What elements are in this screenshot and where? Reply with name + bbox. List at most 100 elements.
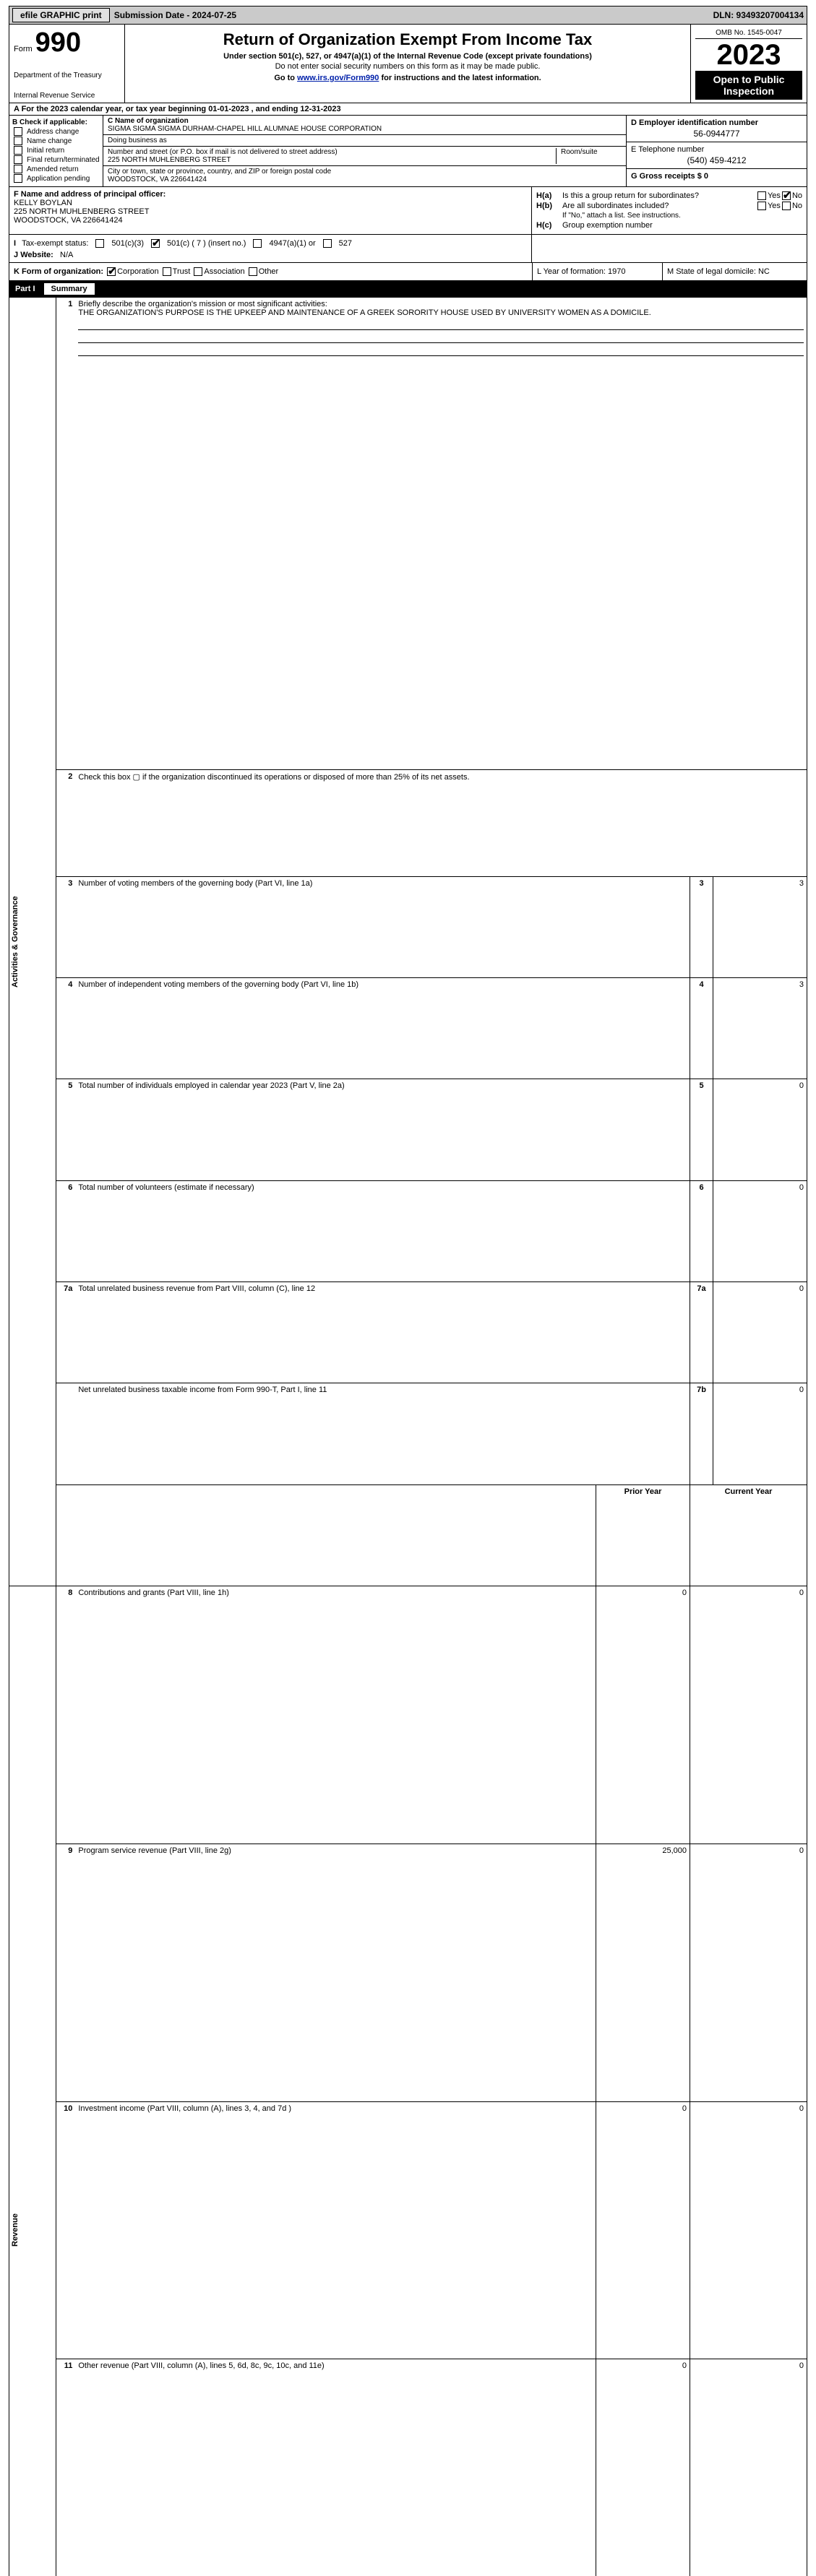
hc-label: H(c) — [536, 221, 562, 230]
year-cell: OMB No. 1545-0047 2023 Open to Public In… — [691, 25, 807, 103]
dba-label: Doing business as — [108, 137, 167, 144]
phone-label: E Telephone number — [631, 145, 802, 154]
l7b-box: 7b — [690, 1383, 713, 1484]
part1-title: Summary — [44, 283, 95, 295]
part1-header: Part I Summary — [9, 281, 807, 298]
efile-print-button[interactable]: efile GRAPHIC print — [12, 8, 110, 22]
opt-initial-return: Initial return — [27, 147, 64, 155]
treasury-dept: Department of the Treasury — [14, 72, 120, 79]
l-year-formation: L Year of formation: 1970 — [532, 263, 662, 280]
other-lbl: Other — [259, 267, 279, 276]
l11-cy: 0 — [690, 2359, 807, 2576]
l7a-desc: Total unrelated business revenue from Pa… — [78, 1284, 315, 1293]
checkbox-final-return[interactable] — [14, 155, 22, 164]
irs-label: Internal Revenue Service — [14, 92, 120, 100]
submission-date: Submission Date - 2024-07-25 — [114, 10, 236, 20]
l4-val: 3 — [713, 978, 807, 1079]
trust-checkbox[interactable] — [163, 267, 171, 276]
l10-cy: 0 — [690, 2101, 807, 2359]
l5-box: 5 — [690, 1079, 713, 1180]
form-subtitle: Under section 501(c), 527, or 4947(a)(1)… — [129, 52, 686, 61]
section-f: F Name and address of principal officer:… — [9, 187, 532, 234]
mission-text: THE ORGANIZATION'S PURPOSE IS THE UPKEEP… — [78, 308, 650, 317]
l4-num: 4 — [56, 978, 76, 1079]
l6-num: 6 — [56, 1180, 76, 1281]
l9-cy: 0 — [690, 1844, 807, 2101]
title-cell: Return of Organization Exempt From Incom… — [125, 25, 691, 103]
prior-year-hdr: Prior Year — [596, 1484, 690, 1586]
checkbox-initial-return[interactable] — [14, 146, 22, 155]
opt-name-change: Name change — [27, 137, 72, 145]
l7a-num: 7a — [56, 1282, 76, 1383]
other-checkbox[interactable] — [249, 267, 257, 276]
j-text: Website: — [20, 251, 53, 259]
gross-receipts: G Gross receipts $ 0 — [631, 172, 802, 181]
ha-no-lbl: No — [792, 191, 802, 200]
l6-val: 0 — [713, 1180, 807, 1281]
opt-app-pending: Application pending — [27, 175, 90, 183]
501c3-checkbox[interactable] — [95, 239, 104, 248]
f-label: F Name and address of principal officer: — [14, 190, 527, 199]
4947-lbl: 4947(a)(1) or — [269, 239, 315, 248]
l7a-val: 0 — [713, 1282, 807, 1383]
checkbox-name-change[interactable] — [14, 137, 22, 145]
identification-grid: B Check if applicable: Address change Na… — [9, 116, 807, 187]
assoc-checkbox[interactable] — [194, 267, 202, 276]
line1-text: Briefly describe the organization's miss… — [78, 300, 327, 308]
ha-no-checkbox[interactable] — [782, 191, 791, 200]
l4-box: 4 — [690, 978, 713, 1079]
hb-label: H(b) — [536, 202, 562, 210]
501c-checkbox[interactable] — [151, 239, 160, 248]
goto-instructions: Go to www.irs.gov/Form990 for instructio… — [129, 74, 686, 82]
form-title: Return of Organization Exempt From Incom… — [129, 30, 686, 49]
street-value: 225 NORTH MUHLENBERG STREET — [108, 156, 231, 164]
l10-num: 10 — [56, 2101, 76, 2359]
hb-note: If "No," attach a list. See instructions… — [536, 212, 802, 220]
section-b: B Check if applicable: Address change Na… — [9, 116, 103, 186]
org-name: SIGMA SIGMA SIGMA DURHAM-CHAPEL HILL ALU… — [108, 125, 382, 133]
ha-label: H(a) — [536, 191, 562, 200]
l11-num: 11 — [56, 2359, 76, 2576]
section-h: H(a) Is this a group return for subordin… — [532, 187, 807, 234]
side-revenue: Revenue — [9, 1586, 21, 2576]
ha-text: Is this a group return for subordinates? — [562, 191, 756, 200]
4947-checkbox[interactable] — [253, 239, 262, 248]
hb-yes-checkbox[interactable] — [757, 202, 766, 210]
hb-text: Are all subordinates included? — [562, 202, 756, 210]
irs-form990-link[interactable]: www.irs.gov/Form990 — [297, 74, 379, 82]
501c-lbl: 501(c) ( 7 ) (insert no.) — [167, 239, 246, 248]
trust-lbl: Trust — [173, 267, 191, 276]
topbar: efile GRAPHIC print Submission Date - 20… — [9, 6, 807, 25]
l7a-box: 7a — [690, 1282, 713, 1383]
l10-py: 0 — [596, 2101, 690, 2359]
m-state-domicile: M State of legal domicile: NC — [662, 263, 807, 280]
l5-val: 0 — [713, 1079, 807, 1180]
hb-no-checkbox[interactable] — [782, 202, 791, 210]
phone-value: (540) 459-4212 — [631, 155, 802, 165]
527-lbl: 527 — [339, 239, 352, 248]
k-label: K Form of organization: — [14, 267, 103, 276]
hb-no-lbl: No — [792, 202, 802, 210]
city-value: WOODSTOCK, VA 226641424 — [108, 176, 207, 183]
room-label: Room/suite — [561, 148, 598, 156]
checkbox-amended[interactable] — [14, 165, 22, 173]
l7b-val: 0 — [713, 1383, 807, 1484]
form-header: Form 990 Department of the Treasury Inte… — [9, 25, 807, 103]
l8-desc: Contributions and grants (Part VIII, lin… — [78, 1589, 229, 1597]
tax-year: 2023 — [695, 39, 802, 71]
checkbox-app-pending[interactable] — [14, 174, 22, 183]
527-checkbox[interactable] — [323, 239, 332, 248]
i-text: Tax-exempt status: — [22, 239, 88, 248]
corp-checkbox[interactable] — [107, 267, 116, 276]
l5-desc: Total number of individuals employed in … — [78, 1081, 344, 1090]
side-governance: Activities & Governance — [9, 298, 21, 1586]
l11-py: 0 — [596, 2359, 690, 2576]
l3-desc: Number of voting members of the governin… — [78, 879, 312, 888]
ha-yes-checkbox[interactable] — [757, 191, 766, 200]
officer-city: WOODSTOCK, VA 226641424 — [14, 216, 527, 225]
opt-final-return: Final return/terminated — [27, 156, 100, 164]
tax-status-row: I Tax-exempt status: 501(c)(3) 501(c) ( … — [9, 235, 807, 263]
omb-number: OMB No. 1545-0047 — [695, 27, 802, 39]
checkbox-address-change[interactable] — [14, 127, 22, 136]
l11-desc: Other revenue (Part VIII, column (A), li… — [78, 2361, 324, 2370]
